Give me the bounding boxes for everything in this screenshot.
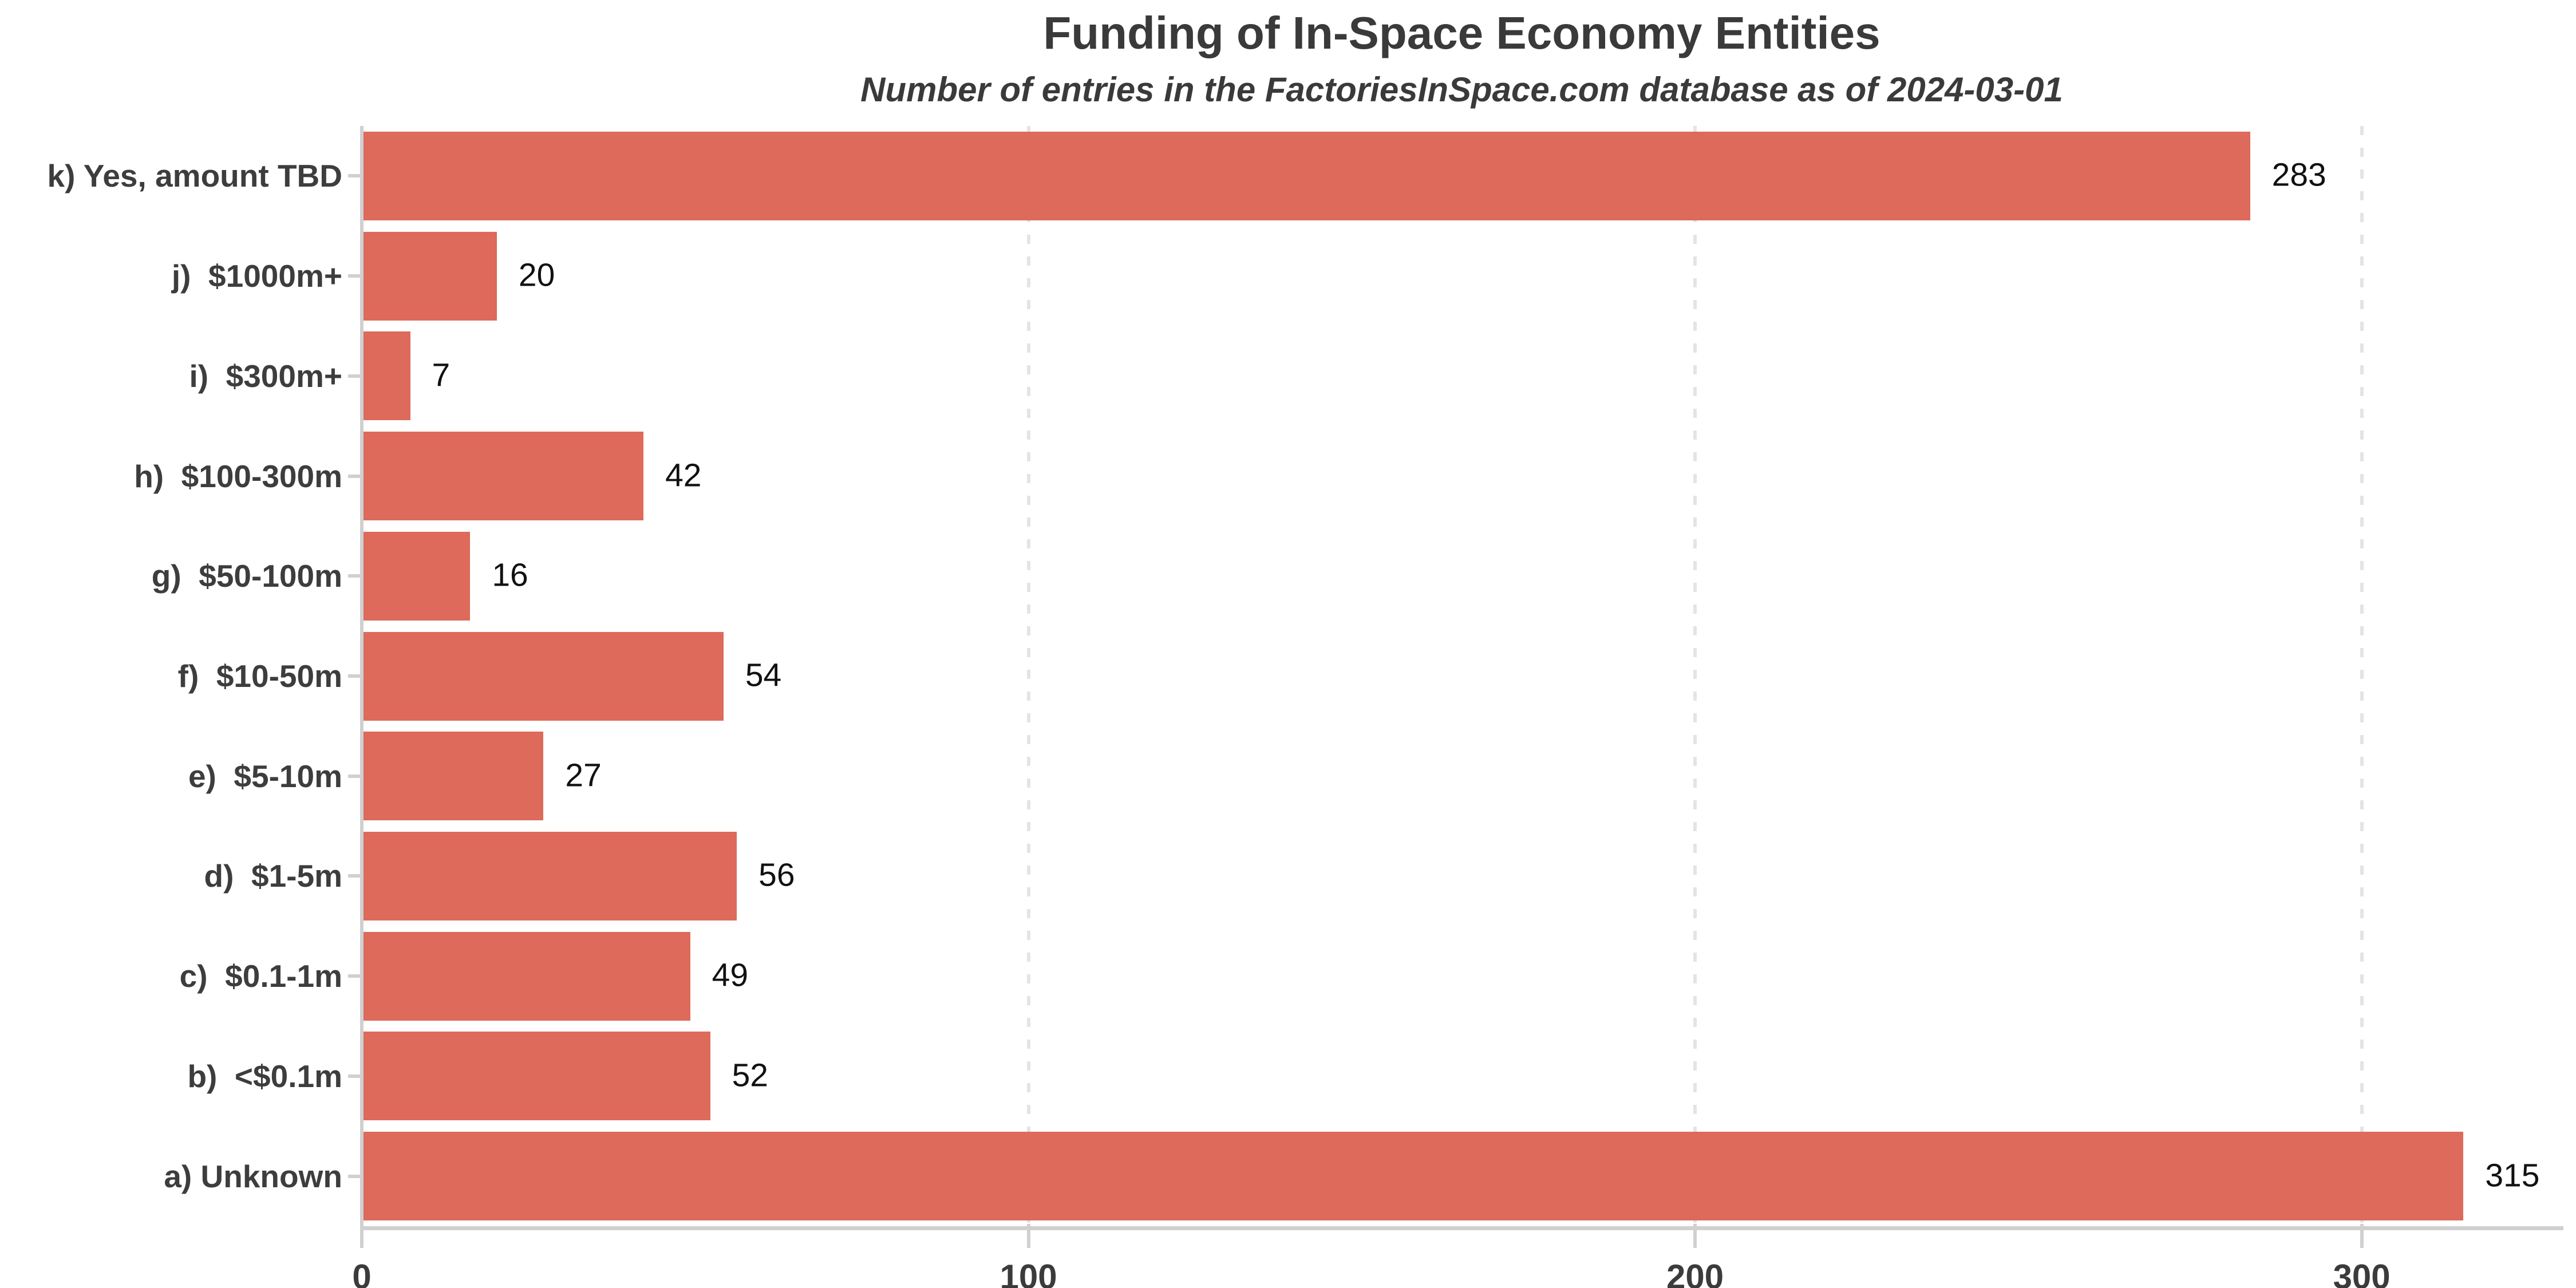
category-label-k: k) Yes, amount TBD (47, 158, 343, 194)
category-label-g: g) $50-100m (151, 558, 342, 594)
value-label-e: 27 (565, 757, 602, 794)
x-tick-100 (1026, 1224, 1030, 1248)
category-label-h: h) $100-300m (134, 458, 342, 494)
y-tick-k (348, 174, 362, 178)
gridline-300 (2360, 126, 2364, 1226)
gridline-200 (1693, 126, 1697, 1226)
category-label-d: d) $1-5m (204, 858, 342, 894)
bar-e (364, 732, 544, 821)
y-tick-j (348, 274, 362, 278)
y-tick-d (348, 874, 362, 878)
x-tick-0 (360, 1224, 364, 1248)
x-tick-label-300: 300 (2333, 1258, 2391, 1288)
value-label-g: 16 (492, 556, 528, 594)
category-label-e: e) $5-10m (188, 758, 342, 794)
value-label-j: 20 (518, 256, 555, 294)
chart-title: Funding of In-Space Economy Entities (1043, 7, 1880, 58)
bar-i (364, 331, 410, 421)
y-tick-f (348, 674, 362, 678)
category-label-a: a) Unknown (164, 1158, 342, 1194)
bar-c (364, 931, 690, 1021)
value-label-f: 54 (745, 657, 782, 694)
y-tick-i (348, 374, 362, 378)
category-label-f: f) $10-50m (177, 658, 342, 694)
y-tick-g (348, 574, 362, 578)
x-tick-label-100: 100 (999, 1258, 1057, 1288)
chart-subtitle: Number of entries in the FactoriesInSpac… (860, 70, 2063, 109)
x-tick-300 (2360, 1224, 2364, 1248)
bar-h (364, 432, 644, 521)
y-tick-h (348, 474, 362, 478)
category-label-j: j) $1000m+ (171, 258, 342, 294)
y-tick-c (348, 974, 362, 978)
value-label-i: 7 (432, 357, 451, 394)
bar-g (364, 531, 471, 621)
bar-a (364, 1132, 2464, 1221)
x-tick-200 (1693, 1224, 1697, 1248)
x-axis-line (360, 1226, 2563, 1230)
bar-k (364, 131, 2250, 220)
category-label-i: i) $300m+ (189, 358, 342, 394)
y-tick-b (348, 1074, 362, 1078)
gridline-100 (1026, 126, 1030, 1226)
y-tick-a (348, 1174, 362, 1178)
value-label-c: 49 (712, 957, 749, 994)
value-label-h: 42 (665, 457, 702, 494)
value-label-k: 283 (2271, 157, 2326, 194)
value-label-a: 315 (2485, 1157, 2540, 1194)
category-label-c: c) $0.1-1m (179, 958, 342, 994)
y-tick-e (348, 774, 362, 778)
category-label-b: b) <$0.1m (187, 1058, 342, 1094)
y-axis-line (360, 126, 364, 1231)
value-label-d: 56 (758, 857, 795, 894)
bar-f (364, 631, 724, 721)
x-tick-label-200: 200 (1666, 1258, 1724, 1288)
bar-d (364, 831, 737, 920)
x-tick-label-0: 0 (352, 1258, 372, 1288)
value-label-b: 52 (732, 1057, 768, 1094)
bar-b (364, 1032, 710, 1121)
bar-j (364, 231, 497, 321)
